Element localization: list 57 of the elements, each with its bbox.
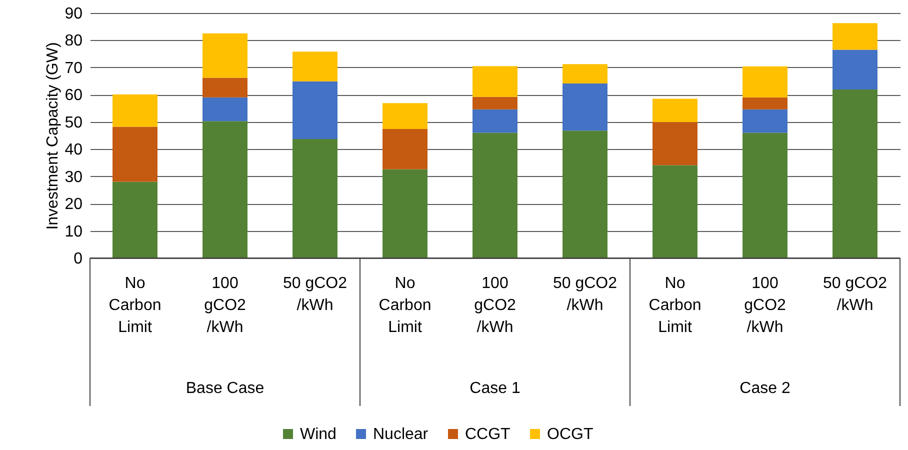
bar [562,84,608,131]
bar [292,139,338,258]
x-tick-label: 100 gCO2 /kWh [744,275,786,336]
bar [202,97,248,122]
bar [742,132,788,258]
y-tick-label: 20 [64,196,83,214]
bar [472,66,518,97]
x-tick-label: 50 gCO2 /kWh [552,275,618,314]
legend-label: Nuclear [373,426,429,443]
bar [472,96,518,110]
bar [652,98,698,122]
bar [472,109,518,133]
y-tick-label: 90 [64,6,83,22]
bar [562,130,608,258]
bar [832,50,878,90]
x-tick-label: No Carbon Limit [648,275,702,336]
y-tick-label: 60 [64,87,83,104]
y-axis-title: Investment Capacity (GW) [44,42,62,230]
y-tick-label: 10 [64,223,83,240]
bar [292,81,338,140]
y-tick-label: 70 [64,60,83,77]
bar [652,165,698,258]
bar [112,126,158,182]
y-tick-label: 30 [64,168,83,186]
bar [742,97,788,110]
bar [382,103,428,129]
x-tick-label: No Carbon Limit [378,275,432,336]
x-tick-label: 50 gCO2 /kWh [822,275,888,314]
legend-label: OCGT [547,426,594,443]
bar [832,23,878,50]
bar [112,94,158,127]
bar [202,121,248,258]
y-tick-label: 0 [74,250,83,268]
bar [472,132,518,258]
bar [562,64,608,84]
legend-label: CCGT [465,426,511,443]
y-tick-label: 40 [64,142,83,159]
x-tick-label: 100 gCO2 /kWh [474,275,516,336]
y-tick-label: 50 [64,114,83,132]
bar [742,109,788,133]
bar [382,169,428,258]
x-tick-label: No Carbon Limit [108,275,162,336]
text: Case 1 [470,380,520,397]
text: Base Case [186,380,264,397]
bar [652,122,698,166]
y-tick-label: 80 [64,32,83,50]
bar [742,66,788,98]
bar [202,33,248,78]
legend-label: Wind [300,426,336,443]
bar [292,52,338,82]
x-tick-label: 50 gCO2 /kWh [282,275,348,314]
text: Case 2 [740,380,790,397]
bar [112,182,158,258]
x-tick-label: 100 gCO2 /kWh [204,275,246,336]
bar [382,128,428,170]
bar [202,78,248,98]
bar [832,89,878,258]
